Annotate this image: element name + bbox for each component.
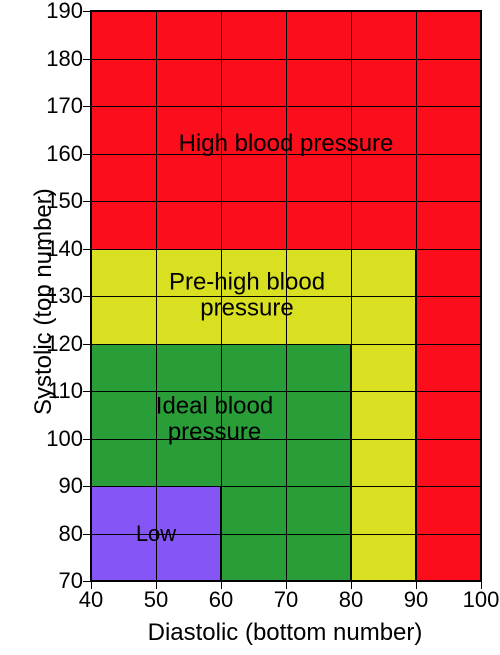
tick-label-y: 180 — [46, 46, 83, 72]
tick-label-y: 130 — [46, 283, 83, 309]
bp-chart: Systolic (top number) High blood pressur… — [0, 0, 500, 655]
tick-label-x: 50 — [144, 587, 168, 613]
tick-label-y: 80 — [59, 521, 83, 547]
grid-h — [91, 59, 481, 60]
tick-label-x: 90 — [404, 587, 428, 613]
tick-label-x: 60 — [209, 587, 233, 613]
grid-h — [91, 201, 481, 202]
tick-label-x: 70 — [274, 587, 298, 613]
tick-label-y: 160 — [46, 141, 83, 167]
tick-y — [83, 486, 91, 487]
plot-area: High blood pressure Pre-high blood pressu… — [90, 10, 482, 582]
grid-h — [91, 439, 481, 440]
tick-label-y: 150 — [46, 188, 83, 214]
zone-label-prehigh: Pre-high blood pressure — [169, 270, 325, 323]
grid-h — [91, 391, 481, 392]
tick-label-y: 140 — [46, 236, 83, 262]
tick-y — [83, 249, 91, 250]
tick-label-y: 120 — [46, 331, 83, 357]
tick-label-y: 100 — [46, 426, 83, 452]
tick-label-x: 80 — [339, 587, 363, 613]
grid-h — [91, 486, 481, 487]
tick-y — [83, 11, 91, 12]
tick-label-y: 70 — [59, 568, 83, 594]
tick-y — [83, 534, 91, 535]
grid-v — [481, 11, 482, 581]
tick-label-y: 170 — [46, 93, 83, 119]
tick-y — [83, 59, 91, 60]
tick-y — [83, 581, 91, 582]
tick-label-y: 110 — [48, 378, 83, 404]
zone-label-high: High blood pressure — [179, 131, 394, 157]
grid-h — [91, 11, 481, 12]
tick-y — [83, 439, 91, 440]
x-axis-label: Diastolic (bottom number) — [90, 619, 480, 647]
grid-h — [91, 249, 481, 250]
tick-label-y: 90 — [59, 473, 83, 499]
tick-y — [83, 296, 91, 297]
grid-h — [91, 344, 481, 345]
tick-y — [83, 391, 91, 392]
tick-y — [83, 106, 91, 107]
zone-label-low: Low — [136, 521, 176, 545]
tick-label-x: 100 — [463, 587, 500, 613]
tick-y — [83, 154, 91, 155]
tick-y — [83, 344, 91, 345]
tick-y — [83, 201, 91, 202]
zone-label-ideal: Ideal blood pressure — [156, 393, 273, 446]
tick-label-y: 190 — [46, 0, 83, 24]
grid-h — [91, 106, 481, 107]
